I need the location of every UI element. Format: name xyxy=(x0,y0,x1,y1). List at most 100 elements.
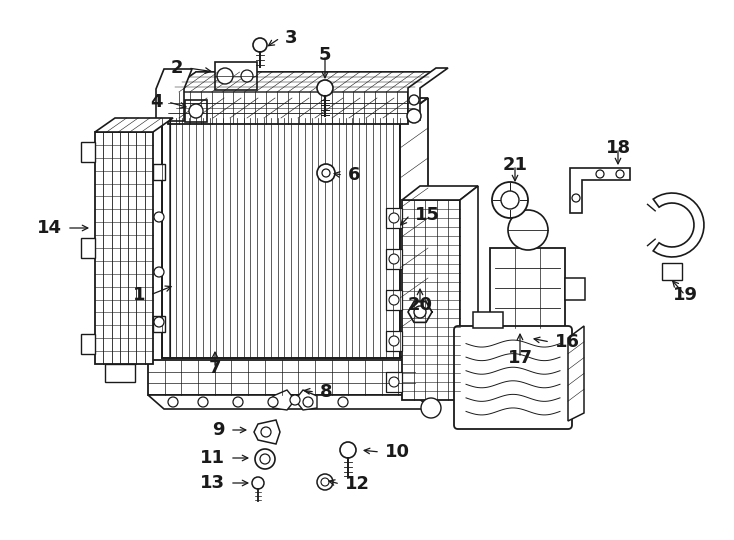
Circle shape xyxy=(168,397,178,407)
Circle shape xyxy=(322,169,330,177)
Polygon shape xyxy=(81,238,95,258)
Circle shape xyxy=(389,213,399,223)
Polygon shape xyxy=(81,142,95,162)
Polygon shape xyxy=(490,248,565,328)
Polygon shape xyxy=(653,193,704,257)
Polygon shape xyxy=(295,390,317,410)
Circle shape xyxy=(233,397,243,407)
Circle shape xyxy=(189,104,203,118)
Circle shape xyxy=(321,478,329,486)
Circle shape xyxy=(389,336,399,346)
Text: 8: 8 xyxy=(320,383,333,401)
Polygon shape xyxy=(168,72,436,92)
Polygon shape xyxy=(400,98,428,358)
Polygon shape xyxy=(494,328,510,346)
Text: 7: 7 xyxy=(208,359,221,377)
Polygon shape xyxy=(460,186,478,400)
Polygon shape xyxy=(95,118,173,132)
Text: 5: 5 xyxy=(319,46,331,64)
Polygon shape xyxy=(386,331,402,351)
Circle shape xyxy=(596,170,604,178)
Text: 11: 11 xyxy=(200,449,225,467)
Bar xyxy=(162,118,400,358)
Text: 17: 17 xyxy=(507,349,532,367)
Polygon shape xyxy=(148,395,431,409)
Polygon shape xyxy=(473,312,503,328)
Text: 20: 20 xyxy=(407,296,432,314)
Text: 14: 14 xyxy=(37,219,62,237)
Circle shape xyxy=(303,397,313,407)
Circle shape xyxy=(340,442,356,458)
Polygon shape xyxy=(254,420,280,444)
Text: 9: 9 xyxy=(213,421,225,439)
Circle shape xyxy=(414,306,426,318)
Circle shape xyxy=(154,317,164,327)
Text: 15: 15 xyxy=(415,206,440,224)
Circle shape xyxy=(389,377,399,387)
Polygon shape xyxy=(81,334,95,354)
Polygon shape xyxy=(273,390,295,410)
Circle shape xyxy=(290,395,300,405)
Polygon shape xyxy=(570,168,630,213)
Polygon shape xyxy=(568,326,584,421)
Polygon shape xyxy=(415,346,431,395)
Polygon shape xyxy=(185,100,207,122)
Circle shape xyxy=(492,182,528,218)
Circle shape xyxy=(255,449,275,469)
Text: 18: 18 xyxy=(606,139,631,157)
Polygon shape xyxy=(168,72,436,124)
Text: 21: 21 xyxy=(503,156,528,174)
Circle shape xyxy=(260,454,270,464)
Text: 6: 6 xyxy=(348,166,360,184)
Polygon shape xyxy=(544,328,560,346)
Text: 1: 1 xyxy=(133,286,145,304)
Polygon shape xyxy=(402,186,478,200)
Circle shape xyxy=(508,210,548,250)
Polygon shape xyxy=(386,208,402,228)
Circle shape xyxy=(198,397,208,407)
Circle shape xyxy=(261,427,271,437)
Polygon shape xyxy=(105,364,135,382)
Polygon shape xyxy=(662,263,682,280)
Circle shape xyxy=(317,474,333,490)
Circle shape xyxy=(252,477,264,489)
Circle shape xyxy=(407,109,421,123)
Circle shape xyxy=(317,164,335,182)
Circle shape xyxy=(268,397,278,407)
Text: 10: 10 xyxy=(385,443,410,461)
Circle shape xyxy=(154,212,164,222)
Circle shape xyxy=(241,70,253,82)
Text: 16: 16 xyxy=(555,333,580,351)
Polygon shape xyxy=(386,249,402,269)
Circle shape xyxy=(389,295,399,305)
Polygon shape xyxy=(153,164,165,180)
Circle shape xyxy=(409,95,419,105)
Text: 12: 12 xyxy=(345,475,370,493)
Bar xyxy=(95,132,153,364)
Polygon shape xyxy=(520,328,536,346)
Circle shape xyxy=(253,38,267,52)
Bar xyxy=(402,200,460,400)
Circle shape xyxy=(217,68,233,84)
Text: 19: 19 xyxy=(672,286,697,304)
Circle shape xyxy=(421,398,441,418)
Polygon shape xyxy=(162,98,428,118)
Polygon shape xyxy=(156,69,192,121)
FancyBboxPatch shape xyxy=(454,326,572,429)
Polygon shape xyxy=(386,290,402,310)
Polygon shape xyxy=(153,316,165,332)
Text: 13: 13 xyxy=(200,474,225,492)
Circle shape xyxy=(572,194,580,202)
Polygon shape xyxy=(565,278,585,300)
Circle shape xyxy=(389,254,399,264)
Polygon shape xyxy=(408,68,448,120)
Bar xyxy=(148,360,415,395)
Circle shape xyxy=(154,267,164,277)
Circle shape xyxy=(616,170,624,178)
Circle shape xyxy=(338,397,348,407)
Text: 2: 2 xyxy=(170,59,183,77)
Text: 3: 3 xyxy=(285,29,297,47)
Polygon shape xyxy=(386,372,402,392)
Text: 4: 4 xyxy=(150,93,163,111)
Polygon shape xyxy=(215,62,257,90)
